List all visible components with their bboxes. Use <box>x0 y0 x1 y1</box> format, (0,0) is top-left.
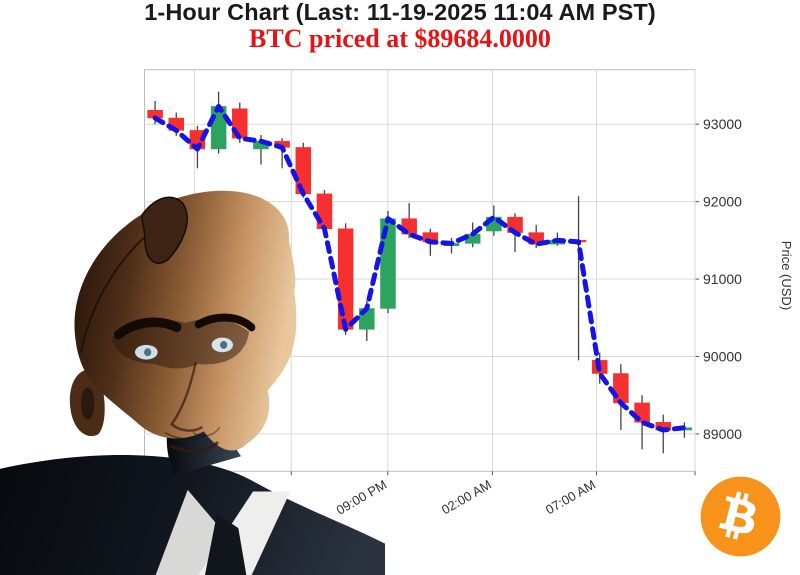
svg-text:91000: 91000 <box>703 271 742 287</box>
svg-text:93000: 93000 <box>703 116 742 132</box>
svg-text:92000: 92000 <box>703 194 742 210</box>
svg-text:Price (USD): Price (USD) <box>779 241 794 310</box>
svg-text:89000: 89000 <box>703 426 742 442</box>
svg-text:02:00 AM: 02:00 AM <box>439 477 494 517</box>
svg-text:90000: 90000 <box>703 348 742 364</box>
svg-text:07:00 AM: 07:00 AM <box>543 477 598 517</box>
